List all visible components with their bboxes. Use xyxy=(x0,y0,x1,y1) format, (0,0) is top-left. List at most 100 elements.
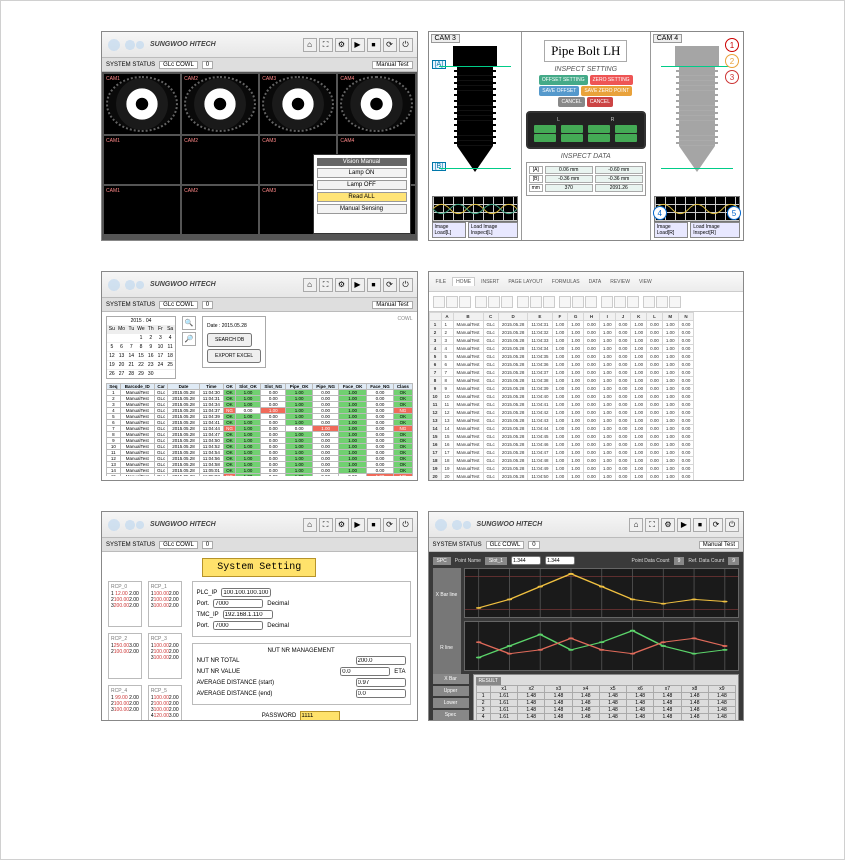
vision-btn[interactable]: Lamp OFF xyxy=(317,180,407,190)
plc-input[interactable] xyxy=(213,599,263,608)
plc-box: PLC_IPPort.DecimalTMC_IPPort.Decimal xyxy=(192,581,411,637)
header-icon[interactable]: ⌂ xyxy=(303,278,317,292)
plc-input[interactable] xyxy=(221,588,271,597)
panel-pipe-bolt: CAM 3 [A] [B] Image Load[L] Load Image I… xyxy=(428,31,745,241)
nut-input[interactable] xyxy=(356,656,406,665)
model-pill: GLc COWL xyxy=(159,541,198,549)
spc-side-item[interactable]: Lower xyxy=(433,698,469,708)
header-icon[interactable]: ⛶ xyxy=(319,38,333,52)
vision-btn[interactable]: Read ALL xyxy=(317,192,407,202)
header-icon[interactable]: ⛶ xyxy=(645,518,659,532)
header-icon[interactable]: ⏹ xyxy=(367,278,381,292)
zoom-in-icon[interactable]: 🔍 xyxy=(182,316,196,330)
header-icon[interactable]: ▶ xyxy=(351,518,365,532)
vision-btn[interactable]: Lamp ON xyxy=(317,168,407,178)
password-input[interactable] xyxy=(300,711,340,721)
header-icon[interactable]: ⏻ xyxy=(399,278,413,292)
spc-label: SPC xyxy=(433,557,451,565)
ribbon-tab[interactable]: DATA xyxy=(586,278,605,286)
pipe-bolt-title: Pipe Bolt LH xyxy=(544,40,627,62)
index-pill: 0 xyxy=(528,541,539,549)
plc-input[interactable] xyxy=(213,621,263,630)
header-icon[interactable]: ⏹ xyxy=(693,518,707,532)
nut-input[interactable] xyxy=(356,678,406,687)
brand-text: SUNGWOO HITECH xyxy=(477,521,543,528)
header-icon[interactable]: ⌂ xyxy=(629,518,643,532)
header-icon[interactable]: ⟳ xyxy=(383,278,397,292)
header-icon[interactable]: ⌂ xyxy=(303,518,317,532)
header-icon[interactable]: ⚙ xyxy=(335,278,349,292)
setting-button[interactable]: CANCEL xyxy=(558,97,584,107)
brand-text: SUNGWOO HITECH xyxy=(150,281,216,288)
header-icon[interactable]: ▶ xyxy=(351,278,365,292)
spc-side-item[interactable]: X Bar xyxy=(433,674,469,684)
inspect-setting-banner: INSPECT SETTING xyxy=(526,66,646,73)
ribbon-tab[interactable]: FILE xyxy=(433,278,450,286)
nut-input[interactable] xyxy=(340,667,390,676)
calendar-month: 2015 . 04 xyxy=(107,317,175,325)
img-load-r-button[interactable]: Image Load[R] xyxy=(654,222,689,238)
vision-btn[interactable]: Manual Sensing xyxy=(317,204,407,214)
header-icon[interactable]: ▶ xyxy=(677,518,691,532)
img-inspect-l-button[interactable]: Load Image Inspect[L] xyxy=(468,222,518,238)
result-header: RESULT xyxy=(476,677,501,685)
badge-1: 1 xyxy=(725,38,739,52)
panel-system-setting: SUNGWOO HITECH⌂⛶⚙▶⏹⟳⏻ SYSTEM STATUS GLc … xyxy=(101,511,418,721)
setting-button[interactable]: ZERO SETTING xyxy=(590,75,633,85)
header-icon[interactable]: ⚙ xyxy=(335,38,349,52)
nut-nr-box: NUT NR MANAGEMENTNUT NR TOTALNUT NR VALU… xyxy=(192,643,411,705)
excel-grid[interactable]: ABCDEFGHIJKLMN11ManualTestGLc2015.05.281… xyxy=(429,312,695,481)
img-load-l-button[interactable]: Image Load[L] xyxy=(432,222,466,238)
header-icon[interactable]: ⚙ xyxy=(335,518,349,532)
ribbon-tab[interactable]: INSERT xyxy=(478,278,502,286)
mode-pill: Manual Test xyxy=(372,301,412,309)
header-icon[interactable]: ▶ xyxy=(351,38,365,52)
index-pill: 0 xyxy=(202,301,213,309)
ribbon-tab[interactable]: FORMULAS xyxy=(549,278,583,286)
header-icon[interactable]: ⟳ xyxy=(383,518,397,532)
search-db-button[interactable]: SEARCH DB xyxy=(207,333,252,347)
r-side-label: R line xyxy=(433,621,461,674)
export-excel-button[interactable]: EXPORT EXCEL xyxy=(207,349,261,363)
header-icon-row: ⌂⛶⚙▶⏹⟳⏻ xyxy=(303,38,413,52)
count-label-1: Point Data Count xyxy=(631,558,669,564)
ribbon-tab[interactable]: REVIEW xyxy=(607,278,633,286)
header-icon[interactable]: ⏻ xyxy=(399,38,413,52)
setting-button[interactable]: SAVE OFFSET xyxy=(539,86,579,96)
img-inspect-r-button[interactable]: Load Image Inspect[R] xyxy=(690,222,740,238)
ribbon-tab[interactable]: HOME xyxy=(452,277,475,286)
spc-side-item[interactable]: Upper xyxy=(433,686,469,696)
header-icon[interactable]: ⌂ xyxy=(303,38,317,52)
header-icon[interactable]: ⛶ xyxy=(319,278,333,292)
model-pill: GLc COWL xyxy=(159,301,198,309)
header-icon[interactable]: ⏹ xyxy=(367,518,381,532)
xbar-chart xyxy=(464,568,740,618)
header-icon[interactable]: ⚙ xyxy=(661,518,675,532)
calendar-widget[interactable]: 2015 . 04 SuMoTuWeThFrSa 123456789101112… xyxy=(106,316,176,379)
xbar-side-label: X Bar line xyxy=(433,568,461,621)
result-box: RESULT x1x2x3x4x5x6x7x8x911.611.481.481.… xyxy=(473,674,740,721)
header-icon[interactable]: ⛶ xyxy=(319,518,333,532)
zoom-out-icon[interactable]: 🔎 xyxy=(182,332,196,346)
brand-text: SUNGWOO HITECH xyxy=(150,41,216,48)
spc-side-item[interactable]: Spec xyxy=(433,710,469,720)
val2-input[interactable] xyxy=(545,556,575,565)
nut-input[interactable] xyxy=(356,689,406,698)
header-icon[interactable]: ⏻ xyxy=(725,518,739,532)
setting-button[interactable]: SAVE ZERO POINT xyxy=(581,86,632,96)
status-label: SYSTEM STATUS xyxy=(106,542,155,548)
setting-button[interactable]: CANCEL xyxy=(587,97,613,107)
header-icon[interactable]: ⟳ xyxy=(383,38,397,52)
offset-settings-box: LR xyxy=(526,111,646,149)
ribbon-tab[interactable]: PAGE LAYOUT xyxy=(505,278,546,286)
point-name-value: Slot_1 xyxy=(485,557,507,565)
header-icon[interactable]: ⏹ xyxy=(367,38,381,52)
header-icon[interactable]: ⏻ xyxy=(399,518,413,532)
val1-input[interactable] xyxy=(511,556,541,565)
search-controls: Date : 2015.05.28 SEARCH DB EXPORT EXCEL xyxy=(202,316,266,368)
plc-input[interactable] xyxy=(223,610,273,619)
setting-button[interactable]: OFFSET SETTING xyxy=(539,75,588,85)
count-val-2: 9 xyxy=(728,557,739,565)
header-icon[interactable]: ⟳ xyxy=(709,518,723,532)
ribbon-tab[interactable]: VIEW xyxy=(636,278,655,286)
